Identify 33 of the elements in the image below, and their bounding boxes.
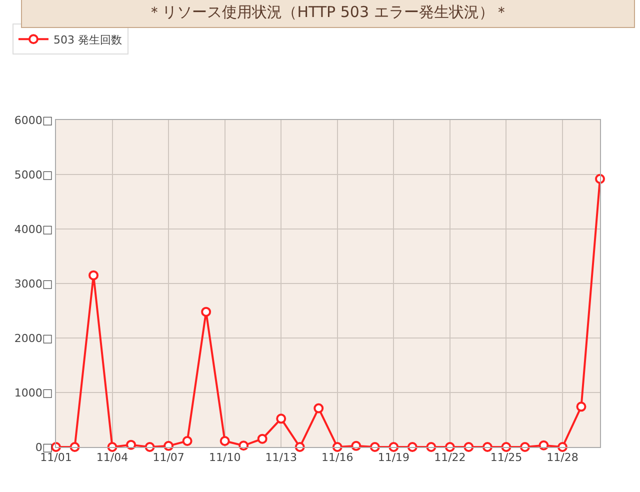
point <box>201 306 212 317</box>
legend-label: 503 発生回数 <box>53 33 122 46</box>
point <box>276 414 286 424</box>
x-tick-label: 11/16 <box>322 451 354 464</box>
point <box>501 442 512 452</box>
point <box>538 440 549 450</box>
x-tick-label: 11/22 <box>434 451 466 464</box>
x-tick-label: 11/28 <box>546 451 578 464</box>
point <box>182 436 192 446</box>
y-tick-label: 4000□ <box>14 222 53 236</box>
point <box>164 440 174 451</box>
x-tick-label: 11/01 <box>40 451 72 464</box>
point <box>220 436 230 446</box>
y-tick-label: 6000□ <box>14 114 53 127</box>
y-tick-label: 1000□ <box>14 386 53 400</box>
y-tick-label: 0□ <box>35 440 53 454</box>
point <box>257 434 268 444</box>
point <box>407 442 418 452</box>
point <box>126 440 136 450</box>
x-tick-label: 11/10 <box>208 451 241 464</box>
x-tick-label: 11/04 <box>96 451 128 464</box>
y-tick-label: 3000□ <box>14 277 53 290</box>
chart-title: ＊リソース使用状況（HTTP 503 エラー発生状況）＊ <box>147 3 509 21</box>
point <box>370 442 380 452</box>
point <box>314 403 324 414</box>
x-tick-label: 11/13 <box>265 451 297 464</box>
point <box>576 402 586 412</box>
x-tick-label: 11/07 <box>152 451 184 464</box>
y-tick-label: 2000□ <box>14 332 53 345</box>
y-tick-label: 5000□ <box>14 168 53 182</box>
x-tick-label: 11/25 <box>490 451 522 464</box>
x-tick-label: 11/19 <box>378 451 410 464</box>
point <box>88 270 99 280</box>
